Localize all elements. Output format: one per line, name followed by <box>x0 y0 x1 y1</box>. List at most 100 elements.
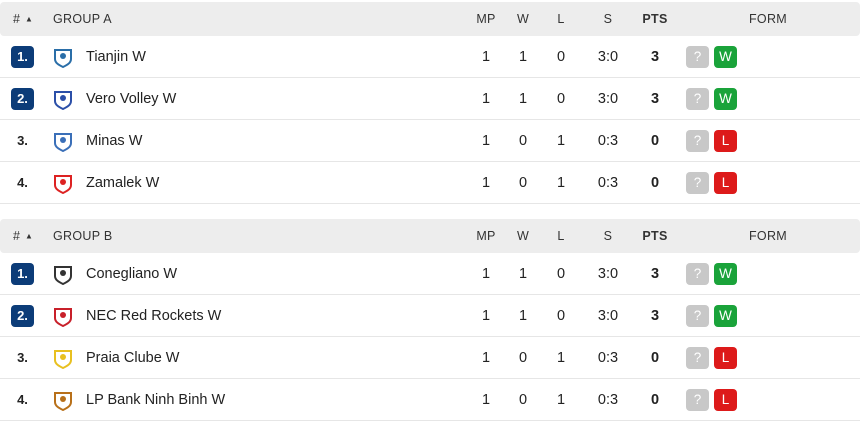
form-badge-unknown[interactable]: ? <box>686 171 709 194</box>
s-value: 0:3 <box>597 174 619 191</box>
group-table: # ▲ GROUP A MP W L S PTS FORM 1. Tianjin W 1 1 0 3:0 3?… <box>0 2 860 204</box>
pts-value: 3 <box>650 307 660 324</box>
team-name[interactable]: Zamalek W <box>86 174 160 191</box>
lp-bank-ninh-binh-logo <box>52 389 74 411</box>
nec-red-rockets-logo <box>52 305 74 327</box>
table-row[interactable]: 2. NEC Red Rockets W 1 1 0 3:0 3? W <box>0 295 860 337</box>
minas-logo <box>52 130 74 152</box>
s-header[interactable]: S <box>603 12 613 26</box>
table-row[interactable]: 1. Conegliano W 1 1 0 3:0 3? W <box>0 253 860 295</box>
s-value: 3:0 <box>597 307 619 324</box>
w-value: 1 <box>518 90 528 107</box>
rank-badge: 4. <box>17 175 28 190</box>
pts-value: 3 <box>650 265 660 282</box>
w-value: 0 <box>518 349 528 366</box>
table-row[interactable]: 2. Vero Volley W 1 1 0 3:0 3? W <box>0 78 860 120</box>
rank-badge: 4. <box>17 392 28 407</box>
rank-header[interactable]: # <box>13 12 21 26</box>
form-badge-unknown[interactable]: ? <box>686 346 709 369</box>
mp-value: 1 <box>481 174 491 191</box>
team-name[interactable]: Minas W <box>86 132 143 149</box>
l-value: 0 <box>556 307 566 324</box>
sort-arrow-icon[interactable]: ▲ <box>25 231 34 241</box>
tianjin-logo <box>52 46 74 68</box>
w-header[interactable]: W <box>516 229 530 243</box>
team-name[interactable]: Conegliano W <box>86 265 178 282</box>
l-value: 1 <box>556 174 566 191</box>
mp-value: 1 <box>481 349 491 366</box>
mp-value: 1 <box>481 90 491 107</box>
s-value: 3:0 <box>597 265 619 282</box>
l-value: 0 <box>556 265 566 282</box>
mp-header[interactable]: MP <box>476 12 496 26</box>
team-name[interactable]: Tianjin W <box>86 48 146 65</box>
pts-value: 0 <box>650 391 660 408</box>
form-badge-unknown[interactable]: ? <box>686 87 709 110</box>
w-value: 1 <box>518 265 528 282</box>
pts-header[interactable]: PTS <box>642 229 668 243</box>
form-header[interactable]: FORM <box>749 229 787 243</box>
table-row[interactable]: 4. Zamalek W 1 0 1 0:3 0? L <box>0 162 860 204</box>
group-title: GROUP A <box>53 12 112 26</box>
form-badge-win[interactable]: W <box>714 45 737 68</box>
pts-value: 0 <box>650 349 660 366</box>
l-value: 0 <box>556 90 566 107</box>
w-header[interactable]: W <box>516 12 530 26</box>
group-title: GROUP B <box>53 229 113 243</box>
pts-value: 0 <box>650 174 660 191</box>
rank-badge: 1. <box>11 45 34 68</box>
table-row[interactable]: 3. Praia Clube W 1 0 1 0:3 0? L <box>0 337 860 379</box>
form-badge-win[interactable]: W <box>714 87 737 110</box>
rank-header[interactable]: # <box>13 229 21 243</box>
pts-value: 3 <box>650 48 660 65</box>
table-header: # ▲ GROUP A MP W L S PTS FORM <box>0 2 860 36</box>
form-badge-win[interactable]: W <box>714 304 737 327</box>
praia-clube-logo <box>52 347 74 369</box>
form-badge-loss[interactable]: L <box>714 171 737 194</box>
w-value: 1 <box>518 48 528 65</box>
l-value: 1 <box>556 391 566 408</box>
form-badge-loss[interactable]: L <box>714 129 737 152</box>
s-value: 0:3 <box>597 349 619 366</box>
team-name[interactable]: LP Bank Ninh Binh W <box>86 391 226 408</box>
pts-header[interactable]: PTS <box>642 12 668 26</box>
mp-value: 1 <box>481 265 491 282</box>
table-row[interactable]: 1. Tianjin W 1 1 0 3:0 3? W <box>0 36 860 78</box>
l-value: 1 <box>556 132 566 149</box>
form-header[interactable]: FORM <box>749 12 787 26</box>
form-badge-loss[interactable]: L <box>714 388 737 411</box>
s-header[interactable]: S <box>603 229 613 243</box>
s-value: 3:0 <box>597 90 619 107</box>
s-value: 0:3 <box>597 132 619 149</box>
team-name[interactable]: Vero Volley W <box>86 90 177 107</box>
l-value: 0 <box>556 48 566 65</box>
form-badge-unknown[interactable]: ? <box>686 262 709 285</box>
pts-value: 0 <box>650 132 660 149</box>
conegliano-logo <box>52 263 74 285</box>
table-row[interactable]: 3. Minas W 1 0 1 0:3 0? L <box>0 120 860 162</box>
form-badge-loss[interactable]: L <box>714 346 737 369</box>
vero-volley-logo <box>52 88 74 110</box>
sort-arrow-icon[interactable]: ▲ <box>25 14 34 24</box>
form-badge-unknown[interactable]: ? <box>686 304 709 327</box>
table-row[interactable]: 4. LP Bank Ninh Binh W 1 0 1 0:3 0? L <box>0 379 860 421</box>
mp-value: 1 <box>481 132 491 149</box>
l-header[interactable]: L <box>557 229 565 243</box>
rank-badge: 3. <box>17 133 28 148</box>
rank-badge: 2. <box>11 87 34 110</box>
w-value: 0 <box>518 174 528 191</box>
form-badge-unknown[interactable]: ? <box>686 388 709 411</box>
s-value: 3:0 <box>597 48 619 65</box>
rank-badge: 3. <box>17 350 28 365</box>
rank-badge: 1. <box>11 262 34 285</box>
form-badge-unknown[interactable]: ? <box>686 129 709 152</box>
rank-badge: 2. <box>11 304 34 327</box>
l-header[interactable]: L <box>557 12 565 26</box>
w-value: 0 <box>518 132 528 149</box>
table-header: # ▲ GROUP B MP W L S PTS FORM <box>0 219 860 253</box>
form-badge-unknown[interactable]: ? <box>686 45 709 68</box>
form-badge-win[interactable]: W <box>714 262 737 285</box>
team-name[interactable]: NEC Red Rockets W <box>86 307 222 324</box>
team-name[interactable]: Praia Clube W <box>86 349 180 366</box>
mp-header[interactable]: MP <box>476 229 496 243</box>
